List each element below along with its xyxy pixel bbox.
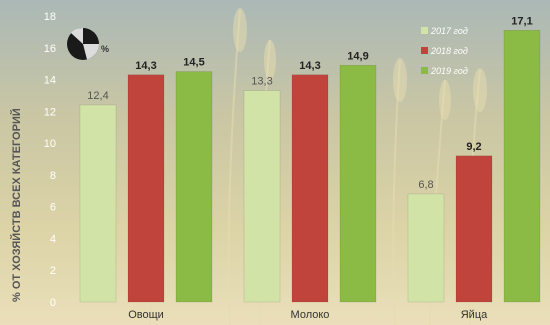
bar-value-label: 14,3 [299, 60, 320, 72]
legend-label: 2017 год [430, 26, 468, 36]
category-label: Молоко [291, 309, 330, 321]
y-tick-label: 2 [50, 265, 56, 277]
category-label: Яйца [461, 309, 488, 321]
y-tick-label: 14 [44, 75, 56, 87]
legend-swatch [421, 27, 428, 34]
bar [291, 74, 329, 303]
logo-percent-sign: % [101, 44, 109, 54]
category-labels: Овощи Молоко Яйца [128, 309, 488, 321]
y-axis-label: % ОТ ХОЗЯЙСТВ ВСЕХ КАТЕГОРИЙ [10, 108, 23, 302]
bar [243, 90, 281, 303]
bar-value-label: 14,9 [347, 50, 368, 62]
y-tick-label: 4 [50, 233, 56, 245]
legend-label: 2019 год [430, 66, 468, 76]
bar [339, 64, 377, 303]
bar [455, 155, 493, 303]
bar-value-label: 9,2 [466, 141, 481, 153]
bar [503, 29, 541, 303]
logo: % [67, 27, 109, 60]
category-label: Овощи [128, 309, 164, 321]
legend: 2017 год 2018 год 2019 год [421, 26, 468, 76]
bar [127, 74, 165, 303]
y-axis: 0 2 4 6 8 10 12 14 16 18 [44, 11, 56, 309]
y-tick-label: 10 [44, 138, 56, 150]
bar [79, 104, 117, 303]
y-tick-label: 6 [50, 202, 56, 214]
bar-value-label: 12,4 [87, 90, 108, 102]
y-tick-label: 12 [44, 106, 56, 118]
legend-label: 2018 год [430, 46, 468, 56]
bar-value-label: 14,5 [183, 57, 204, 69]
legend-swatch [421, 67, 428, 74]
bar-value-label: 13,3 [251, 76, 272, 88]
legend-swatch [421, 47, 428, 54]
data-labels: 12,4 14,3 14,5 13,3 14,3 14,9 6,8 9,2 17,1 [87, 15, 532, 191]
bar [407, 193, 445, 303]
y-tick-label: 16 [44, 43, 56, 55]
bars [79, 29, 541, 303]
bar [175, 71, 213, 303]
y-tick-label: 8 [50, 170, 56, 182]
bar-value-label: 6,8 [418, 179, 433, 191]
bar-value-label: 17,1 [511, 15, 532, 27]
bar-value-label: 14,3 [135, 60, 156, 72]
y-tick-label: 0 [50, 297, 56, 309]
y-tick-label: 18 [44, 11, 56, 23]
